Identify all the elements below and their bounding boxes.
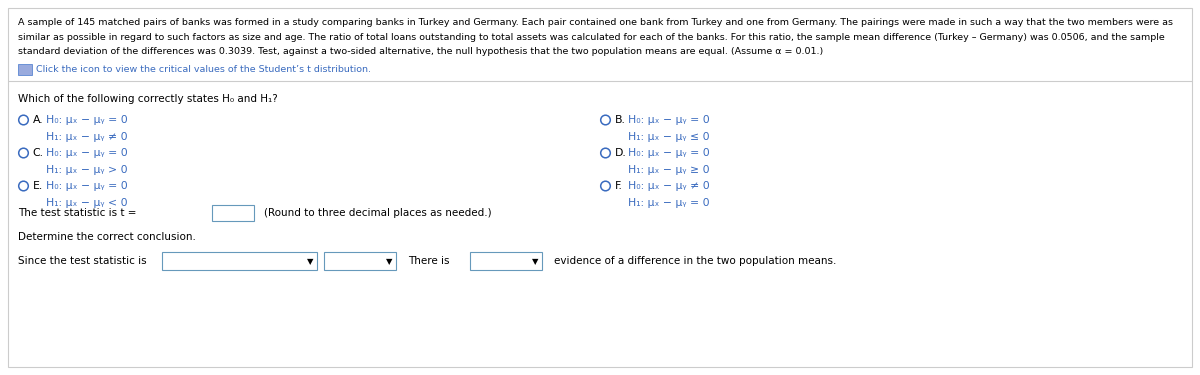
Text: H₁: μₓ − μᵧ ≤ 0: H₁: μₓ − μᵧ ≤ 0 [628,132,709,142]
Text: H₀: μₓ − μᵧ = 0: H₀: μₓ − μᵧ = 0 [46,181,127,191]
Text: H₁: μₓ − μᵧ ≠ 0: H₁: μₓ − μᵧ ≠ 0 [46,132,127,142]
Text: ▼: ▼ [385,258,392,267]
Text: ▼: ▼ [307,258,313,267]
Text: F.: F. [614,181,623,191]
Text: E.: E. [32,181,43,191]
Text: H₀: μₓ − μᵧ = 0: H₀: μₓ − μᵧ = 0 [46,115,127,125]
Text: Click the icon to view the critical values of the Student’s t distribution.: Click the icon to view the critical valu… [36,64,371,74]
Text: Which of the following correctly states H₀ and H₁?: Which of the following correctly states … [18,94,277,104]
Text: A.: A. [32,115,43,125]
Text: A sample of 145 matched pairs of banks was formed in a study comparing banks in : A sample of 145 matched pairs of banks w… [18,18,1174,27]
Text: C.: C. [32,148,43,158]
Text: There is: There is [408,256,450,266]
Bar [324,252,396,270]
Text: H₀: μₓ − μᵧ = 0: H₀: μₓ − μᵧ = 0 [628,148,709,158]
Text: B.: B. [614,115,625,125]
Bar [18,63,32,75]
Bar [470,252,542,270]
Text: H₁: μₓ − μᵧ ≥ 0: H₁: μₓ − μᵧ ≥ 0 [628,165,709,175]
Text: standard deviation of the differences was 0.3039. Test, against a two-sided alte: standard deviation of the differences wa… [18,47,823,56]
Text: Determine the correct conclusion.: Determine the correct conclusion. [18,232,196,242]
Text: evidence of a difference in the two population means.: evidence of a difference in the two popu… [554,256,836,266]
Text: H₀: μₓ − μᵧ = 0: H₀: μₓ − μᵧ = 0 [46,148,127,158]
Text: The test statistic is t =: The test statistic is t = [18,208,137,218]
Text: H₁: μₓ − μᵧ < 0: H₁: μₓ − μᵧ < 0 [46,198,127,208]
Bar [162,252,317,270]
Text: H₁: μₓ − μᵧ > 0: H₁: μₓ − μᵧ > 0 [46,165,127,175]
Text: (Round to three decimal places as needed.): (Round to three decimal places as needed… [264,208,492,218]
Text: ▼: ▼ [532,258,539,267]
Text: similar as possible in regard to such factors as size and age. The ratio of tota: similar as possible in regard to such fa… [18,33,1165,42]
Text: D.: D. [614,148,626,158]
Text: H₀: μₓ − μᵧ ≠ 0: H₀: μₓ − μᵧ ≠ 0 [628,181,709,191]
Text: Since the test statistic is: Since the test statistic is [18,256,146,266]
Text: H₀: μₓ − μᵧ = 0: H₀: μₓ − μᵧ = 0 [628,115,709,125]
Text: H₁: μₓ − μᵧ = 0: H₁: μₓ − μᵧ = 0 [628,198,709,208]
Bar [212,205,254,221]
